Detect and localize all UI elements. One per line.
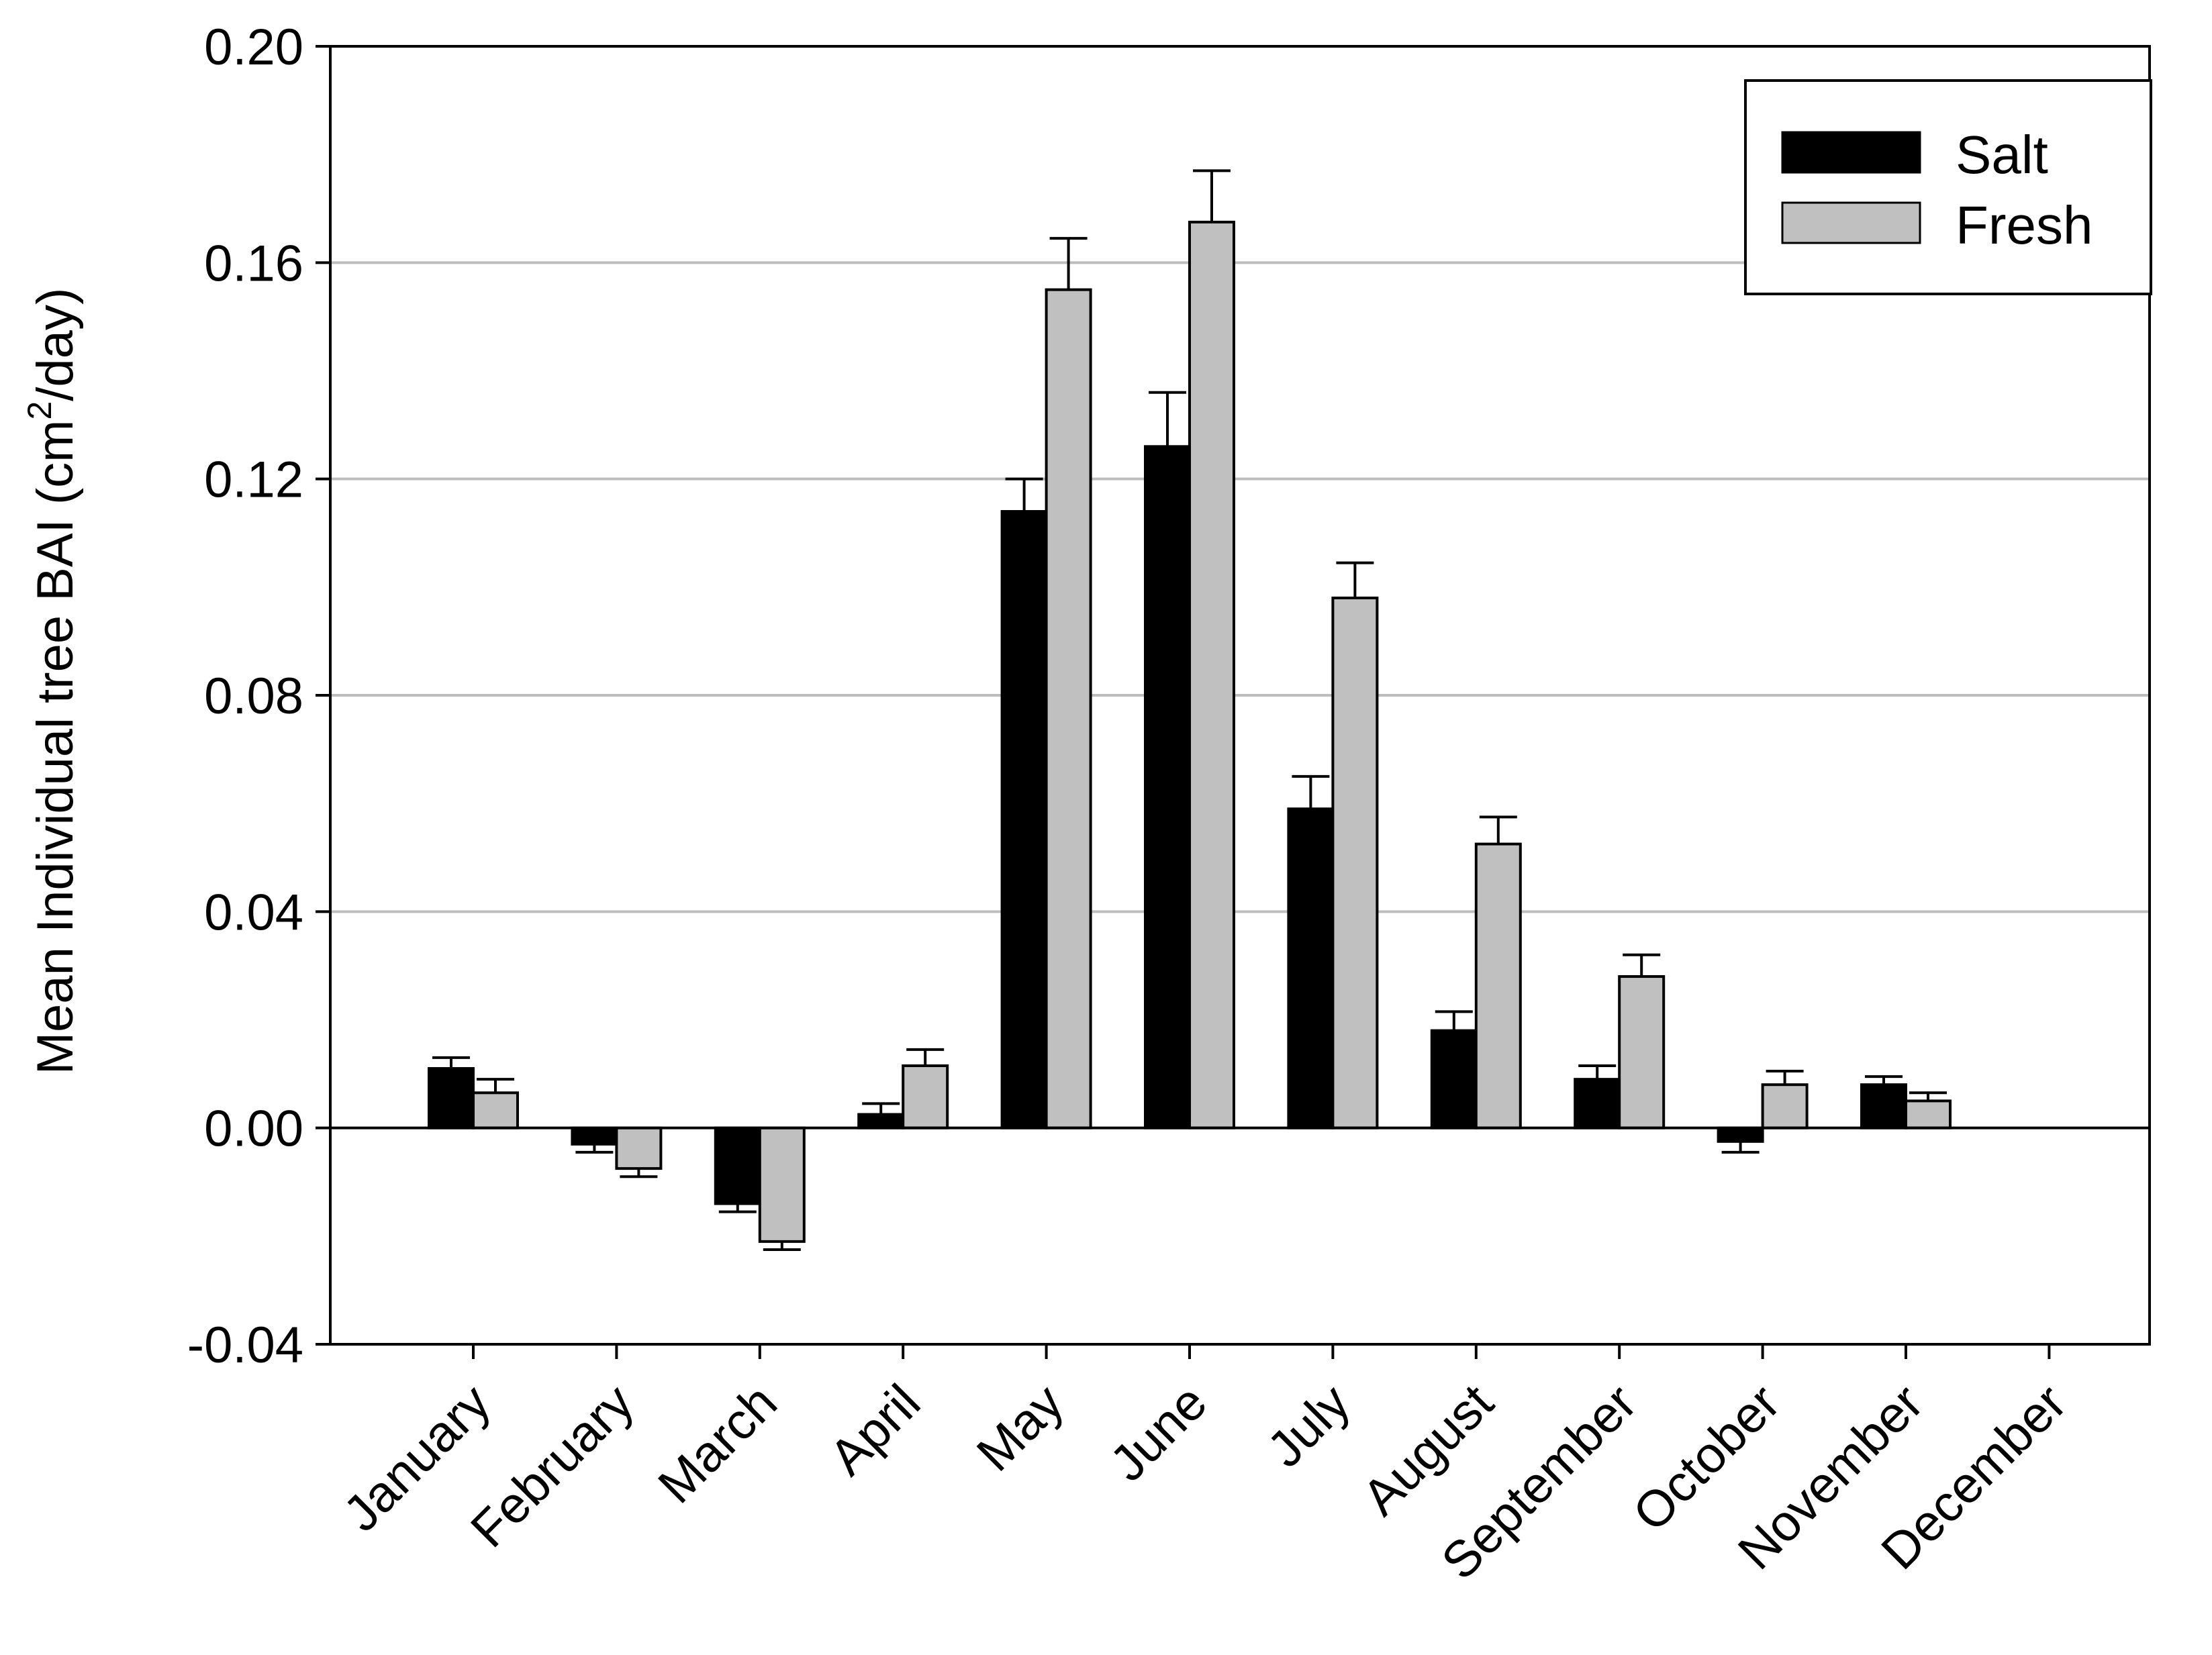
bar-salt-march [714, 1126, 761, 1205]
legend-frame [1744, 79, 2152, 295]
y-tick-label-0: -0.04 [187, 1317, 303, 1374]
bar-salt-january [428, 1067, 475, 1130]
bar-salt-february [571, 1126, 618, 1146]
legend-swatch-fresh [1781, 201, 1921, 244]
bars [428, 220, 1952, 1243]
y-axis-title-superscript: 2 [21, 401, 58, 420]
bar-salt-may [1000, 510, 1048, 1130]
x-tick-label-3: April [819, 1374, 932, 1487]
legend: Salt Fresh [1744, 79, 2152, 295]
bar-fresh-january [472, 1091, 519, 1130]
y-axis: -0.04 0.00 0.04 0.08 0.12 0.16 0.20 [187, 19, 330, 1374]
bar-fresh-may [1045, 288, 1092, 1130]
x-tick-label-2: March [647, 1374, 787, 1514]
legend-label-salt: Salt [1956, 125, 2048, 185]
gridlines [330, 261, 2150, 913]
y-tick-label-2: 0.04 [204, 884, 303, 941]
bar-fresh-august [1474, 842, 1522, 1130]
bar-fresh-october [1761, 1083, 1809, 1130]
bar-salt-june [1144, 445, 1191, 1130]
y-tick-label-4: 0.12 [204, 452, 303, 509]
bar-fresh-july [1331, 596, 1379, 1130]
bar-salt-october [1717, 1126, 1764, 1143]
bar-fresh-april [902, 1064, 949, 1130]
bar-salt-april [857, 1113, 905, 1130]
x-tick-label-6: July [1257, 1374, 1361, 1478]
error-bars [432, 169, 1947, 1251]
bar-fresh-november [1905, 1099, 1952, 1130]
bar-salt-august [1430, 1029, 1478, 1130]
bar-fresh-september [1618, 975, 1666, 1130]
x-tick-label-4: May [966, 1374, 1075, 1483]
legend-swatch-salt [1781, 131, 1921, 174]
x-tick-label-5: June [1099, 1374, 1218, 1493]
y-tick-label-1: 0.00 [204, 1101, 303, 1158]
y-tick-label-3: 0.08 [204, 668, 303, 725]
bar-fresh-march [758, 1126, 806, 1243]
y-axis-title: Mean Individual tree BAI (cm2/day) [21, 288, 84, 1075]
legend-label-fresh: Fresh [1956, 195, 2093, 255]
bar-fresh-february [615, 1126, 663, 1170]
y-tick-label-6: 0.20 [204, 19, 303, 76]
bar-fresh-june [1188, 220, 1235, 1130]
y-tick-label-5: 0.16 [204, 235, 303, 292]
bar-salt-november [1860, 1083, 1907, 1130]
bar-salt-july [1287, 807, 1335, 1130]
bar-salt-september [1574, 1078, 1621, 1130]
